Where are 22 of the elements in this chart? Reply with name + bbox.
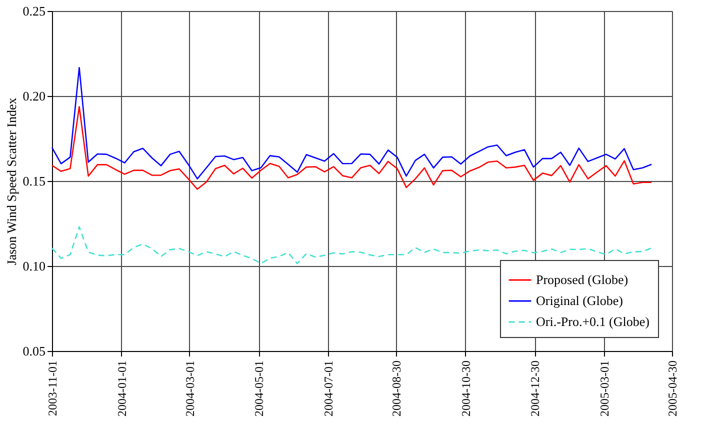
x-tick-label: 2005-03-01 <box>597 360 612 416</box>
x-tick-label: 2004-01-01 <box>114 360 129 416</box>
x-tick-label: 2003-11-01 <box>46 360 60 416</box>
line-series <box>51 106 652 190</box>
legend-label: Proposed (Globe) <box>536 272 628 287</box>
x-tick-label: 2004-10-30 <box>458 360 473 416</box>
y-tick-label: 0.20 <box>22 88 46 104</box>
legend-label: Ori.-Pro.+0.1 (Globe) <box>536 314 650 329</box>
x-tick-label: 2004-08-30 <box>390 360 404 416</box>
y-tick-label: 0.25 <box>22 4 46 18</box>
x-tick-label: 2004-12-30 <box>528 360 542 416</box>
line-series <box>51 226 652 264</box>
y-axis-title: Jason Wind Speed Scatter Index <box>4 97 19 266</box>
x-tick-label: 2004-07-01 <box>321 360 336 416</box>
line-series <box>51 66 652 180</box>
y-tick-label: 0.05 <box>22 344 46 358</box>
x-tick-label: 2004-05-01 <box>252 360 266 416</box>
y-tick-label: 0.15 <box>22 174 46 188</box>
x-tick-label: 2004-03-01 <box>182 360 197 416</box>
legend-label: Original (Globe) <box>536 293 624 308</box>
x-tick-label: 2005-04-30 <box>666 360 680 416</box>
y-tick-label: 0.10 <box>22 258 46 274</box>
